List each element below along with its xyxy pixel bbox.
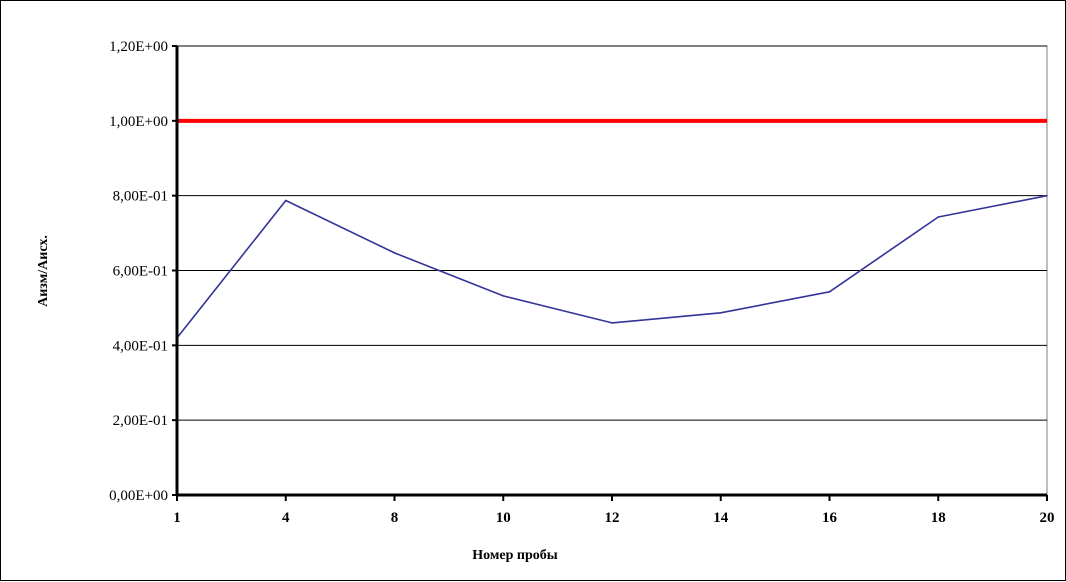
axes — [172, 45, 1048, 501]
y-tick-label: 1,00E+00 — [109, 114, 168, 130]
data-point — [611, 322, 613, 324]
x-tick-label: 16 — [822, 510, 838, 526]
y-tick-label: 0,00E+00 — [109, 488, 168, 504]
x-tick-label: 1 — [173, 510, 181, 526]
x-axis-title: Номер пробы — [472, 548, 558, 563]
x-tick-labels: 1 4 8 10 12 14 16 18 20 — [173, 510, 1054, 526]
data-point — [828, 291, 831, 293]
x-tick-label: 10 — [496, 510, 511, 526]
y-tick-label: 6,00E-01 — [113, 264, 168, 280]
data-point — [284, 199, 287, 202]
data-point — [502, 295, 505, 297]
data-point — [1046, 194, 1048, 197]
data-point — [937, 216, 940, 218]
y-tick-label: 1,20E+00 — [109, 39, 168, 55]
y-tick-label: 8,00E-01 — [113, 189, 168, 205]
y-tick-label: 4,00E-01 — [113, 338, 168, 354]
data-point — [719, 311, 722, 314]
x-tick-label: 20 — [1040, 510, 1055, 526]
gridlines — [177, 45, 1047, 421]
x-tick-label: 4 — [282, 510, 290, 526]
x-tick-label: 12 — [605, 510, 620, 526]
x-tick-label: 18 — [931, 510, 946, 526]
x-tick-label: 8 — [391, 510, 399, 526]
x-tick-label: 14 — [713, 510, 729, 526]
y-axis-title: Аизм/Аисх. — [36, 235, 51, 307]
y-tick-label: 2,00E-01 — [113, 413, 168, 429]
data-point — [393, 252, 396, 254]
y-tick-labels: 0,00E+00 2,00E-01 4,00E-01 6,00E-01 8,00E-01… — [109, 39, 168, 504]
